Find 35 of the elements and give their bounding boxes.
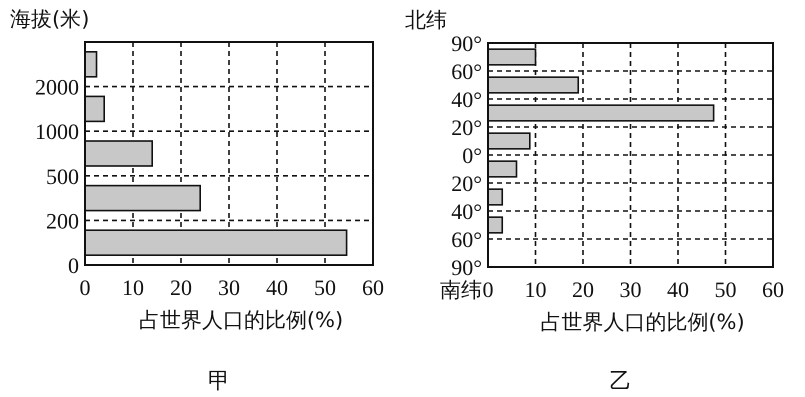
text: 90° [451, 255, 482, 280]
text: 2000 [35, 74, 79, 100]
x-tick-label: 60 [762, 277, 784, 302]
text: 0° [462, 143, 482, 168]
text: 南纬 [440, 278, 482, 302]
x-tick-label: 50 [314, 275, 336, 300]
text: 200 [46, 208, 79, 234]
x-axis-title: 占世界人口的比例(%) [540, 310, 745, 334]
text: 60° [451, 227, 482, 252]
y-axis-title: 北纬 [405, 8, 447, 32]
x-tick-label: 40 [266, 275, 288, 300]
text: 500 [46, 164, 79, 189]
x-tick-label: 60 [362, 275, 384, 300]
x-tick-label: 10 [524, 277, 546, 302]
text: 60° [451, 59, 482, 84]
text: 90° [451, 31, 482, 56]
x-tick-label: 20 [572, 277, 594, 302]
x-tick-label: 30 [218, 275, 240, 300]
x-axis-title: 占世界人口的比例(%) [138, 308, 344, 332]
text: 0 [68, 253, 79, 278]
text: 40° [451, 87, 482, 112]
x-tick-label: 0 [482, 277, 494, 302]
x-tick-label: 40 [667, 277, 689, 302]
x-tick-label: 0 [80, 275, 90, 300]
x-tick-label: 50 [714, 277, 736, 302]
y-axis-title: 海拔(米) [10, 7, 90, 31]
text: 1000 [35, 119, 79, 144]
x-tick-label: 30 [620, 277, 642, 302]
x-tick-label: 20 [170, 275, 192, 300]
text: 40° [451, 199, 482, 224]
x-tick-label: 10 [122, 275, 144, 300]
text: 乙 [610, 369, 632, 394]
text: 甲 [208, 369, 230, 394]
text: 20° [451, 115, 482, 140]
text: 20° [451, 171, 482, 196]
